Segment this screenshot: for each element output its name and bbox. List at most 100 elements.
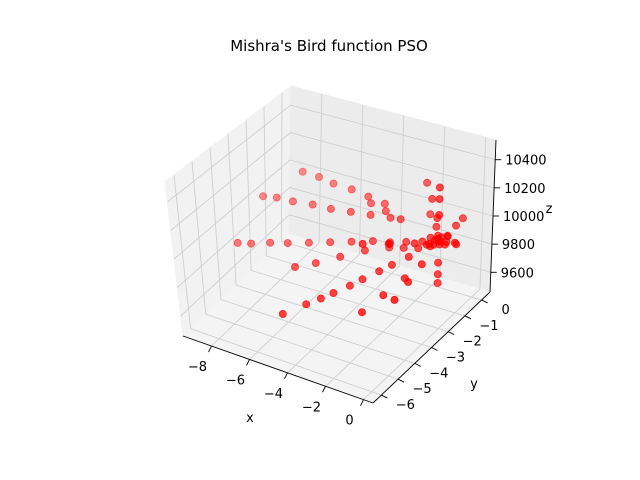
tick-labels: −8−6−4−20−6−5−4−3−2−10960098001000010200… bbox=[188, 154, 547, 429]
data-point bbox=[347, 185, 356, 194]
data-point bbox=[311, 259, 320, 268]
y-tick bbox=[431, 347, 438, 351]
data-point bbox=[358, 239, 367, 248]
gridline-y bbox=[245, 120, 449, 333]
data-point bbox=[433, 270, 442, 279]
data-point bbox=[358, 275, 367, 284]
gridline-x bbox=[287, 115, 405, 374]
data-point bbox=[357, 308, 366, 317]
data-point bbox=[433, 278, 442, 287]
data-point bbox=[314, 172, 323, 181]
z-tick-label: 10200 bbox=[504, 182, 545, 197]
y-axis-label: y bbox=[470, 377, 478, 392]
y-tick-label: −4 bbox=[429, 366, 448, 381]
data-point bbox=[360, 246, 369, 255]
data-point bbox=[272, 193, 281, 202]
x-tick-label: 0 bbox=[345, 414, 353, 429]
data-point bbox=[266, 238, 275, 247]
x-tick bbox=[208, 345, 212, 353]
x-tick-label: −8 bbox=[188, 360, 207, 375]
data-point bbox=[435, 195, 444, 204]
gridline-y bbox=[209, 147, 415, 364]
data-point bbox=[435, 240, 444, 249]
x-tick-label: −6 bbox=[226, 373, 245, 388]
data-point bbox=[368, 237, 377, 246]
y-tick-label: −1 bbox=[479, 319, 498, 334]
gridline-x bbox=[363, 137, 487, 400]
data-point bbox=[390, 295, 399, 304]
y-tick bbox=[464, 315, 472, 320]
y-tick bbox=[448, 331, 455, 336]
data-point bbox=[380, 199, 389, 208]
data-point bbox=[366, 199, 375, 208]
data-point bbox=[381, 207, 390, 216]
y-tick-label: −2 bbox=[463, 335, 482, 350]
data-point bbox=[435, 183, 444, 192]
data-point bbox=[417, 260, 426, 269]
scatter-points bbox=[233, 167, 467, 318]
data-point bbox=[410, 239, 419, 248]
y-tick bbox=[414, 362, 421, 367]
x-tick-label: −4 bbox=[264, 387, 283, 402]
gridline-x bbox=[249, 104, 364, 360]
gridline-z bbox=[170, 132, 495, 231]
data-point bbox=[404, 252, 413, 261]
data-point bbox=[402, 237, 411, 246]
data-point bbox=[288, 197, 297, 206]
data-point bbox=[302, 300, 311, 309]
data-point bbox=[379, 291, 388, 300]
data-point bbox=[304, 238, 313, 247]
gridline-y bbox=[191, 161, 399, 380]
data-point bbox=[386, 213, 395, 222]
chart-title: Mishra's Bird function PSO bbox=[230, 37, 428, 55]
data-point bbox=[434, 258, 443, 267]
data-point bbox=[298, 167, 307, 176]
data-point bbox=[326, 238, 335, 247]
z-tick-label: 9600 bbox=[501, 266, 534, 281]
y-tick-label: −6 bbox=[396, 398, 415, 413]
data-point bbox=[364, 192, 373, 201]
data-point bbox=[290, 262, 299, 271]
data-point bbox=[435, 210, 444, 219]
data-point bbox=[366, 210, 375, 219]
z-axis-label: z bbox=[546, 202, 553, 217]
x-tick bbox=[284, 372, 288, 380]
data-point bbox=[452, 240, 461, 249]
data-point bbox=[451, 221, 460, 230]
x-tick bbox=[322, 386, 326, 393]
data-point bbox=[283, 239, 292, 248]
gridline-z bbox=[177, 186, 493, 288]
data-point bbox=[346, 207, 355, 216]
data-point bbox=[458, 214, 467, 223]
y-tick bbox=[481, 299, 488, 304]
gridline-y bbox=[227, 133, 432, 348]
data-point bbox=[432, 222, 441, 231]
x-tick bbox=[246, 359, 250, 366]
z-tick-label: 9800 bbox=[502, 238, 535, 253]
data-point bbox=[259, 192, 268, 201]
gridline-y bbox=[263, 106, 466, 317]
data-point bbox=[426, 242, 435, 251]
y-tick bbox=[381, 394, 388, 399]
z-tick-label: 10000 bbox=[503, 210, 544, 225]
data-point bbox=[426, 210, 435, 219]
data-point bbox=[375, 267, 384, 276]
y-tick-label: 0 bbox=[502, 303, 510, 318]
x-axis-line bbox=[182, 335, 374, 404]
y-tick-label: −5 bbox=[412, 382, 431, 397]
data-point bbox=[428, 194, 437, 203]
gridline-y bbox=[280, 92, 482, 301]
z-tick-label: 10400 bbox=[505, 154, 546, 169]
data-point bbox=[345, 281, 354, 290]
data-point bbox=[329, 179, 338, 188]
data-point bbox=[278, 309, 287, 318]
data-point bbox=[423, 178, 432, 187]
data-point bbox=[387, 260, 396, 269]
data-point bbox=[347, 237, 356, 246]
y-tick-label: −3 bbox=[446, 351, 465, 366]
data-point bbox=[336, 252, 345, 261]
data-point bbox=[384, 239, 393, 248]
tick-marks bbox=[208, 159, 502, 406]
data-point bbox=[233, 238, 242, 247]
